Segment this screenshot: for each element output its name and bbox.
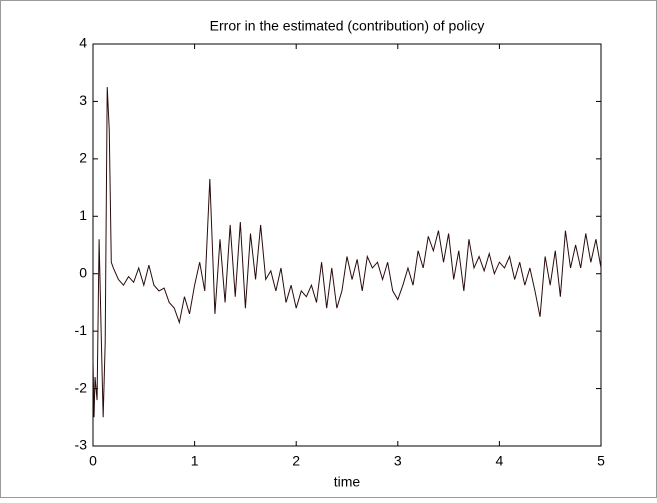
x-tick-label: 0 xyxy=(89,453,97,469)
x-tick-label: 3 xyxy=(394,453,402,469)
plot-area xyxy=(92,43,602,447)
chart-title: Error in the estimated (contribution) of… xyxy=(210,18,485,34)
y-tick-label: -2 xyxy=(75,379,88,395)
x-tick-label: 1 xyxy=(191,453,199,469)
y-tick-label: 3 xyxy=(79,92,87,108)
y-tick-label: 1 xyxy=(79,207,87,223)
x-axis-label: time xyxy=(334,474,361,490)
x-tick-label: 4 xyxy=(496,453,504,469)
data-line xyxy=(92,87,602,418)
y-tick-label: 0 xyxy=(79,264,87,280)
x-tick-label: 2 xyxy=(292,453,300,469)
y-tick-label: -3 xyxy=(75,437,88,453)
y-tick-label: 2 xyxy=(79,150,87,166)
y-tick-label: -1 xyxy=(75,322,88,338)
y-tick-label: 4 xyxy=(79,35,87,51)
x-tick-label: 5 xyxy=(597,453,605,469)
